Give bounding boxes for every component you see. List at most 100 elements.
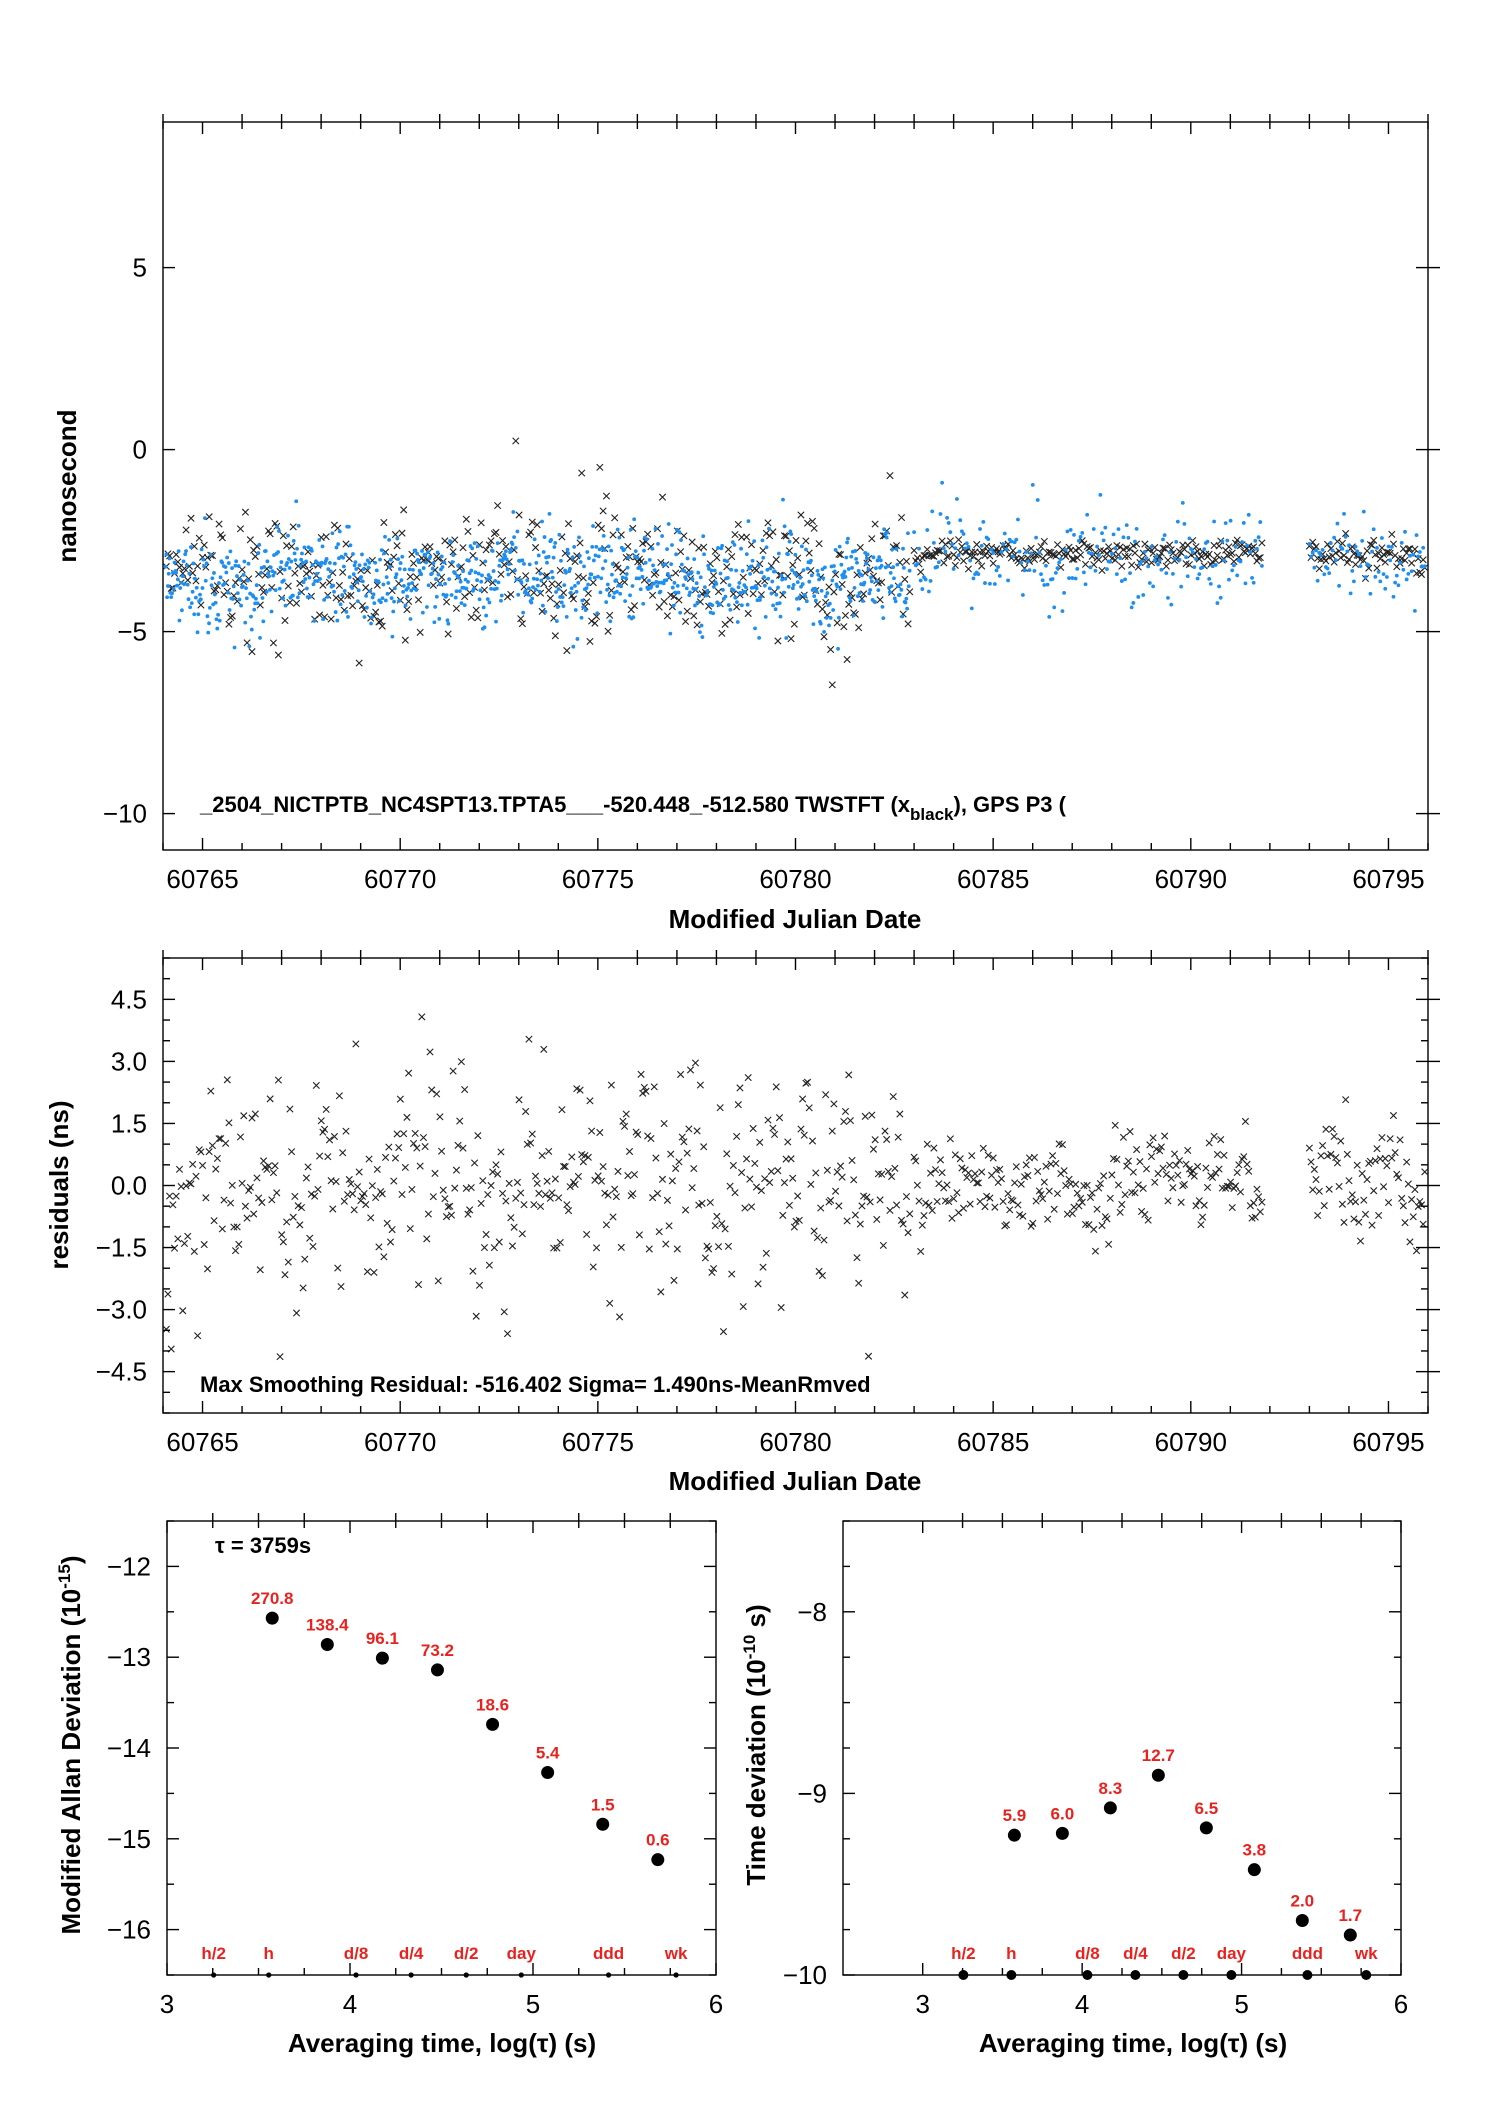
data-point-x	[729, 1161, 737, 1170]
data-point-dot	[1355, 549, 1360, 554]
data-point-x	[205, 513, 213, 521]
data-point-x	[1253, 1185, 1261, 1193]
data-point-x	[762, 529, 770, 537]
data-point-dot	[1333, 558, 1338, 563]
data-point-dot	[879, 563, 884, 568]
data-point-dot	[395, 536, 400, 541]
data-point-dot	[789, 532, 794, 537]
data-point-x	[306, 567, 314, 575]
data-point-dot	[637, 576, 641, 581]
data-point-dot	[416, 560, 421, 565]
data-point-x	[835, 1202, 843, 1210]
data-point-dot	[1399, 540, 1404, 545]
data-point-x	[815, 1267, 823, 1275]
point-value-label: 12.7	[1142, 1746, 1175, 1765]
data-point-dot	[424, 560, 429, 565]
data-point-dot	[376, 579, 381, 584]
data-point-x	[846, 589, 854, 598]
data-point-dot	[1108, 559, 1113, 564]
data-point-x	[1106, 1194, 1114, 1202]
data-point-x	[1417, 570, 1426, 579]
data-point-dot	[803, 594, 808, 599]
data-point-x	[830, 588, 838, 596]
time-series-y-axis-title: nanosecond	[52, 409, 82, 562]
data-point-dot	[356, 588, 361, 593]
data-point-dot	[660, 534, 665, 538]
data-point-dot	[1039, 572, 1043, 577]
data-point-dot	[898, 582, 903, 587]
data-point-dot	[1060, 609, 1065, 614]
data-point-dot	[860, 599, 865, 603]
data-point-dot	[1310, 550, 1315, 555]
data-point-dot	[180, 608, 184, 613]
data-point-dot	[167, 556, 172, 561]
data-point-x	[601, 1189, 609, 1197]
deviation-point	[1199, 1821, 1213, 1835]
data-point-x	[576, 539, 584, 547]
data-point-dot	[568, 566, 572, 571]
data-point-x	[718, 1220, 726, 1228]
data-point-x	[1361, 1210, 1370, 1218]
data-point-x	[184, 576, 192, 584]
data-point-dot	[451, 553, 456, 558]
data-point-x	[1363, 1175, 1371, 1184]
data-point-dot	[346, 615, 350, 619]
data-point-dot	[491, 569, 496, 573]
deviation-point	[1343, 1928, 1357, 1942]
data-point-dot	[184, 563, 189, 568]
data-point-dot	[189, 545, 193, 549]
data-point-x	[838, 1173, 846, 1181]
data-point-dot	[198, 592, 202, 597]
data-point-dot	[1315, 578, 1320, 583]
data-point-x	[611, 514, 619, 522]
data-point-x	[213, 1154, 221, 1162]
data-point-x	[505, 1179, 513, 1187]
data-point-x	[583, 1230, 591, 1239]
y-tick-label: −8	[797, 1597, 827, 1627]
data-point-dot	[740, 568, 745, 573]
data-point-dot	[635, 555, 640, 560]
data-point-x	[535, 1189, 543, 1197]
data-point-dot	[701, 534, 706, 539]
data-point-dot	[1037, 550, 1042, 555]
data-point-dot	[299, 557, 304, 562]
data-point-x	[464, 1210, 472, 1218]
data-point-dot	[565, 547, 570, 552]
data-point-dot	[693, 603, 697, 608]
data-point-dot	[1139, 559, 1144, 564]
data-point-x	[1093, 1205, 1101, 1213]
data-point-x	[685, 1125, 693, 1133]
data-point-dot	[1371, 527, 1376, 532]
data-point-x	[1124, 552, 1132, 561]
data-point-dot	[440, 565, 445, 569]
data-point-dot	[216, 612, 220, 617]
data-point-dot	[1052, 605, 1057, 610]
data-point-x	[1358, 1169, 1366, 1178]
data-point-dot	[226, 561, 231, 565]
data-point-x	[1095, 556, 1103, 564]
data-point-dot	[1154, 554, 1159, 559]
data-point-dot	[220, 560, 225, 565]
data-point-dot	[510, 542, 515, 546]
data-point-dot	[784, 636, 789, 640]
data-point-x	[606, 1299, 614, 1307]
data-point-dot	[481, 605, 486, 610]
data-point-x	[1098, 1221, 1106, 1230]
data-point-dot	[495, 541, 500, 546]
data-point-x	[1228, 1203, 1236, 1212]
data-point-dot	[1075, 566, 1080, 571]
data-point-x	[596, 1128, 604, 1137]
data-point-x	[1411, 1185, 1419, 1194]
data-point-dot	[1380, 536, 1384, 540]
data-point-dot	[462, 603, 467, 608]
data-point-x	[431, 1169, 439, 1177]
data-point-x	[884, 1167, 892, 1176]
data-point-x	[1014, 1201, 1022, 1209]
data-point-dot	[191, 561, 196, 566]
data-point-x	[292, 1309, 301, 1317]
data-point-x	[706, 1198, 714, 1207]
data-point-dot	[489, 586, 493, 591]
data-point-dot	[340, 593, 345, 597]
deviation-point	[265, 1611, 279, 1625]
data-point-x	[1386, 1135, 1394, 1143]
